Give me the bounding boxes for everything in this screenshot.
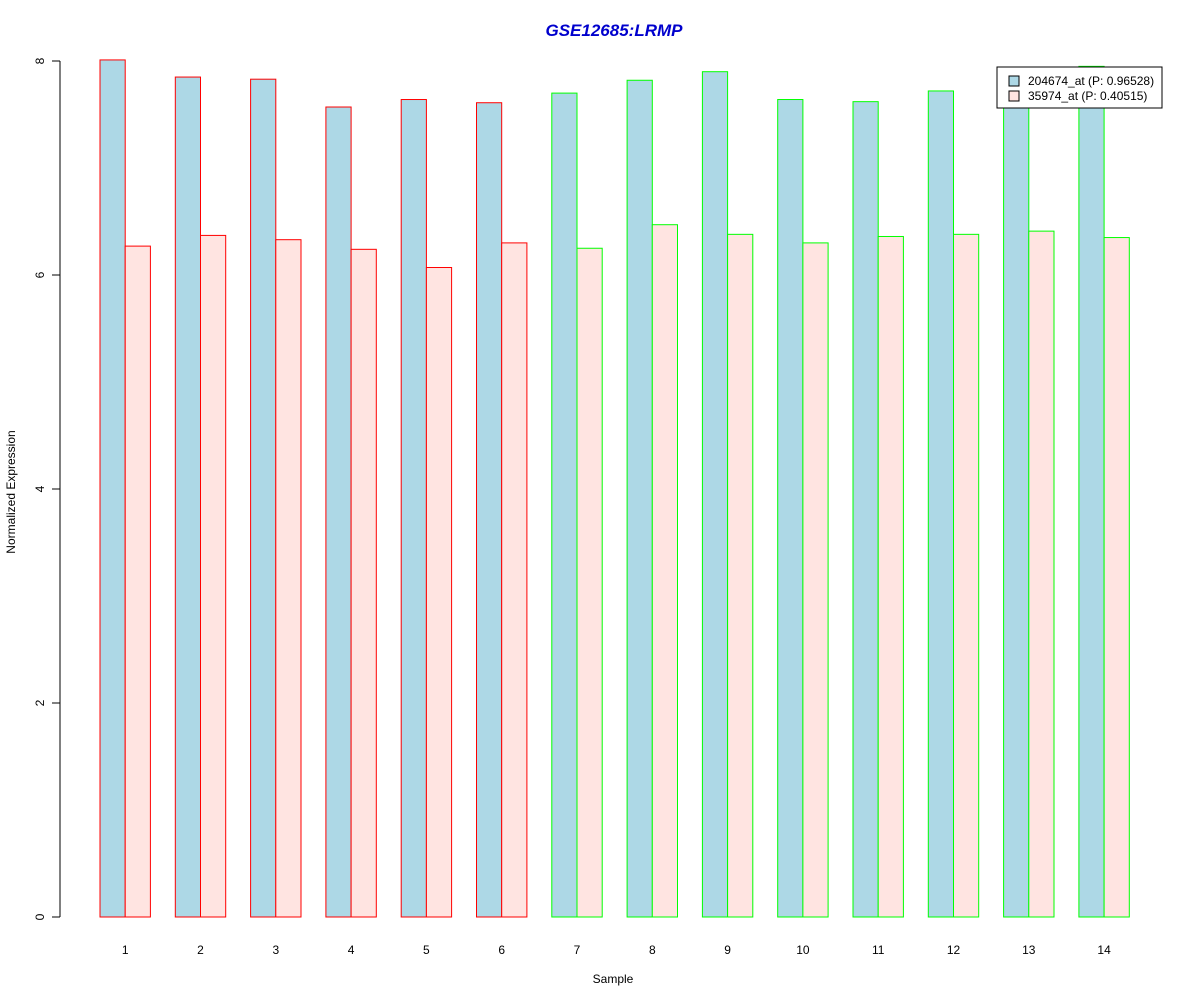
bar-series1-sample-3 (250, 78, 277, 918)
bar-series2-sample-6 (501, 242, 528, 918)
legend: 204674_at (P: 0.96528)35974_at (P: 0.405… (996, 66, 1163, 109)
legend-box (996, 66, 1163, 109)
bar-group (99, 59, 1130, 918)
y-tick-label: 2 (33, 699, 47, 706)
bar-series2-sample-7 (576, 247, 603, 918)
x-tick-label: 8 (649, 943, 656, 957)
bar-series2-sample-4 (350, 248, 377, 918)
legend-label-series1: 204674_at (P: 0.96528) (1028, 74, 1154, 88)
bar-series1-sample-10 (777, 99, 804, 918)
bar-series2-sample-14 (1103, 237, 1130, 918)
chart-title: GSE12685:LRMP (546, 21, 684, 40)
legend-swatch-series1 (1008, 75, 1020, 87)
bar-series2-sample-9 (727, 233, 754, 918)
bar-series2-sample-12 (953, 233, 980, 918)
x-tick-label: 5 (423, 943, 430, 957)
bar-series1-sample-12 (927, 90, 954, 918)
bar-series1-sample-5 (400, 99, 427, 918)
x-axis-tick-labels: 1 2 3 4 5 6 7 8 9 10 11 12 13 14 (122, 943, 1111, 957)
y-tick-label: 0 (33, 913, 47, 920)
legend-swatch-series2 (1008, 90, 1020, 102)
bar-series1-sample-9 (701, 71, 729, 918)
x-tick-label: 11 (872, 943, 885, 957)
bar-series1-sample-7 (551, 92, 578, 918)
x-tick-label: 12 (947, 943, 961, 957)
x-tick-label: 13 (1022, 943, 1036, 957)
bar-series1-sample-8 (626, 79, 653, 918)
bar-series1-sample-2 (174, 76, 202, 918)
y-axis: 0 2 4 6 8 (33, 57, 61, 920)
x-tick-label: 2 (197, 943, 204, 957)
x-tick-label: 10 (796, 943, 810, 957)
bar-series2-sample-5 (425, 267, 453, 918)
x-tick-label: 6 (498, 943, 505, 957)
x-tick-label: 14 (1097, 943, 1111, 957)
x-axis-title: Sample (593, 972, 634, 986)
y-axis-title: Normalized Expression (4, 430, 18, 553)
bar-series2-sample-1 (124, 245, 151, 918)
bar-series1-sample-6 (476, 102, 503, 918)
x-tick-label: 9 (724, 943, 731, 957)
bar-series1-sample-13 (1003, 106, 1030, 918)
x-tick-label: 3 (272, 943, 279, 957)
bar-series2-sample-3 (275, 239, 302, 918)
bar-series1-sample-14 (1078, 65, 1105, 918)
y-tick-label: 6 (33, 271, 47, 278)
x-tick-label: 4 (348, 943, 355, 957)
bar-series2-sample-13 (1028, 230, 1055, 918)
bar-series1-sample-1 (99, 59, 126, 918)
bar-series1-sample-4 (325, 106, 352, 918)
bar-series2-sample-8 (651, 224, 678, 918)
y-tick-label: 8 (33, 57, 47, 64)
bar-series2-sample-11 (877, 235, 904, 918)
x-tick-label: 7 (574, 943, 581, 957)
bar-series2-sample-2 (200, 234, 227, 918)
bar-series1-sample-11 (852, 101, 879, 918)
bar-series2-sample-10 (802, 242, 829, 918)
legend-label-series2: 35974_at (P: 0.40515) (1028, 89, 1147, 103)
y-tick-label: 4 (33, 485, 47, 492)
x-tick-label: 1 (122, 943, 129, 957)
